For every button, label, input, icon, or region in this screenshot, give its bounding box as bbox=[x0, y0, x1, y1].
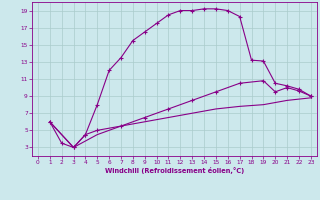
X-axis label: Windchill (Refroidissement éolien,°C): Windchill (Refroidissement éolien,°C) bbox=[105, 167, 244, 174]
